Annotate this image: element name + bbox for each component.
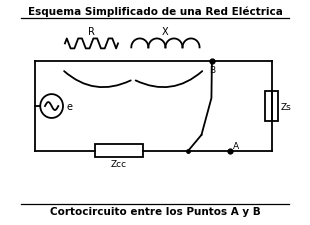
Circle shape [40,95,63,118]
Text: e: e [67,101,73,112]
Text: X: X [162,26,169,36]
Text: A: A [233,141,239,150]
Text: B: B [209,66,215,75]
Text: Zs: Zs [280,102,291,111]
Text: Zcc: Zcc [111,160,127,169]
Text: Cortocircuito entre los Puntos A y B: Cortocircuito entre los Puntos A y B [50,207,260,216]
FancyBboxPatch shape [265,92,278,122]
Text: R: R [88,26,95,36]
Text: Esquema Simplificado de una Red Eléctrica: Esquema Simplificado de una Red Eléctric… [28,7,282,17]
FancyBboxPatch shape [95,145,143,158]
